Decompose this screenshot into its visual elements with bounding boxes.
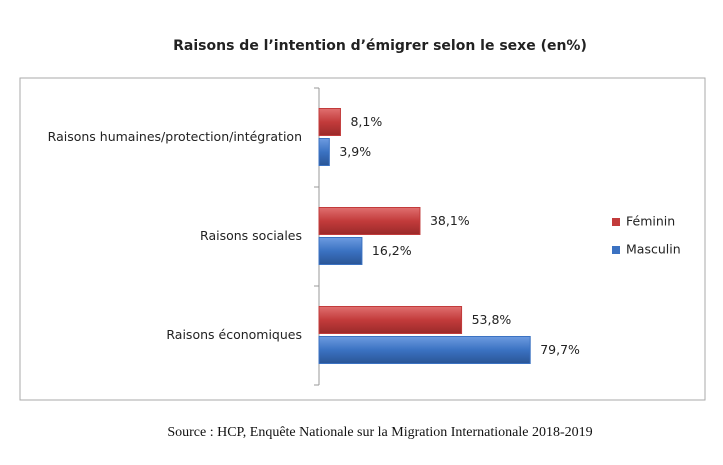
- category-label: Raisons sociales: [200, 228, 302, 243]
- source: Source : HCP, Enquête Nationale sur la M…: [167, 425, 592, 440]
- data-label: 3,9%: [339, 144, 371, 159]
- data-label: 53,8%: [472, 312, 512, 327]
- bar: [318, 138, 330, 166]
- category-label: Raisons humaines/protection/intégration: [48, 129, 302, 144]
- legend-swatch: [612, 218, 620, 226]
- legend-swatch: [612, 246, 620, 254]
- legend-label: Féminin: [626, 214, 675, 229]
- bar: [318, 336, 531, 364]
- data-label: 38,1%: [430, 213, 470, 228]
- data-label: 8,1%: [350, 114, 382, 129]
- category-label: Raisons économiques: [166, 327, 302, 342]
- bar: [318, 207, 421, 235]
- bar: [318, 237, 363, 265]
- bar: [318, 108, 341, 136]
- chart-title: Raisons de l’intention d’émigrer selon l…: [173, 38, 587, 54]
- bar: [318, 306, 463, 334]
- data-label: 16,2%: [372, 243, 412, 258]
- plot-frame: [19, 77, 706, 401]
- data-label: 79,7%: [540, 342, 580, 357]
- legend-label: Masculin: [626, 242, 681, 257]
